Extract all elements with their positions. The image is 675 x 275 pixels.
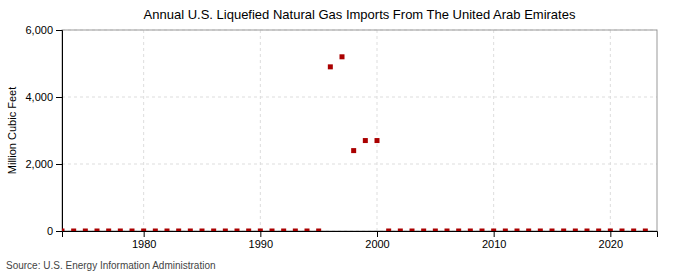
tick-mark (610, 231, 611, 237)
grid-line (62, 97, 657, 98)
point (211, 229, 216, 232)
point (620, 229, 625, 232)
axis-line (63, 232, 658, 238)
tick-label: 1990 (249, 238, 273, 250)
source-note: Source: U.S. Energy Information Administ… (6, 260, 216, 271)
grid-line (260, 30, 261, 231)
point (363, 138, 368, 143)
tick: 6,000 (25, 24, 62, 36)
point (328, 64, 333, 69)
point (433, 229, 438, 232)
point (480, 229, 485, 232)
point (585, 229, 590, 232)
point (538, 229, 543, 232)
point (351, 148, 356, 153)
tick-mark (260, 231, 261, 237)
tick-label: 2000 (365, 238, 389, 250)
tick: 2010 (482, 231, 506, 250)
point (550, 229, 555, 232)
tick: 4,000 (25, 91, 62, 103)
point (456, 229, 461, 232)
grid (62, 30, 657, 231)
tick-mark (494, 231, 495, 237)
point (270, 229, 275, 232)
tick: 2000 (365, 231, 389, 250)
tick-label: 0 (47, 225, 53, 237)
point (643, 229, 648, 232)
tick-label: 2,000 (25, 158, 53, 170)
tick: 2020 (599, 231, 623, 250)
point (515, 229, 520, 232)
point (165, 229, 170, 232)
grid-line (493, 30, 494, 231)
tick: 2,000 (25, 158, 62, 170)
point (141, 229, 146, 232)
point (223, 229, 228, 232)
point (375, 138, 380, 143)
points (62, 54, 648, 231)
tick: 1990 (249, 231, 273, 250)
point (258, 229, 263, 232)
point (71, 229, 76, 232)
point (631, 229, 636, 232)
tick: 0 (47, 225, 62, 237)
point (340, 54, 345, 59)
tick: 1980 (132, 231, 156, 250)
point (281, 229, 286, 232)
point (106, 229, 111, 232)
point (235, 229, 240, 232)
x-axis: 1980 1990 2000 2010 2020 (63, 231, 658, 250)
grid-line (143, 30, 144, 231)
tick-mark (56, 164, 62, 165)
point (596, 229, 601, 232)
point (200, 229, 205, 232)
point (445, 229, 450, 232)
point (386, 229, 391, 232)
tick-mark (377, 231, 378, 237)
point (188, 229, 193, 232)
tick-label: 2020 (599, 238, 623, 250)
grid-line (62, 164, 657, 165)
point (62, 229, 65, 232)
point (153, 229, 158, 232)
point (561, 229, 566, 232)
point (398, 229, 403, 232)
point (83, 229, 88, 232)
point (468, 229, 473, 232)
tick-mark (56, 231, 62, 232)
title: Annual U.S. Liquefied Natural Gas Import… (144, 7, 576, 22)
plot-frame (62, 30, 657, 231)
tick-label: 6,000 (25, 24, 53, 36)
tick-label: 2010 (482, 238, 506, 250)
point (95, 229, 100, 232)
grid-line (610, 30, 611, 231)
point (316, 229, 321, 232)
point (608, 229, 613, 232)
tick-label: 1980 (132, 238, 156, 250)
point (305, 229, 310, 232)
point (293, 229, 298, 232)
y-axis: 0 2,000 4,000 6,000 (25, 24, 62, 237)
tick-label: 4,000 (25, 91, 53, 103)
tick-mark (56, 97, 62, 98)
plot-area: 1980 1990 2000 2010 2020 0 2,000 4,000 6,000 (25, 24, 657, 250)
point (503, 229, 508, 232)
point (176, 229, 181, 232)
chart: 1980 1990 2000 2010 2020 0 2,000 4,000 6,000 Annu… (0, 0, 675, 275)
tick-mark (56, 30, 62, 31)
axis-line (56, 31, 63, 232)
point (421, 229, 426, 232)
point (410, 229, 415, 232)
tick-mark (144, 231, 145, 237)
y-axis-title: Million Cubic Feet (6, 87, 18, 174)
point (118, 229, 123, 232)
point (246, 229, 251, 232)
point (573, 229, 578, 232)
point (526, 229, 531, 232)
grid-line (377, 30, 378, 231)
point (491, 229, 496, 232)
point (130, 229, 135, 232)
